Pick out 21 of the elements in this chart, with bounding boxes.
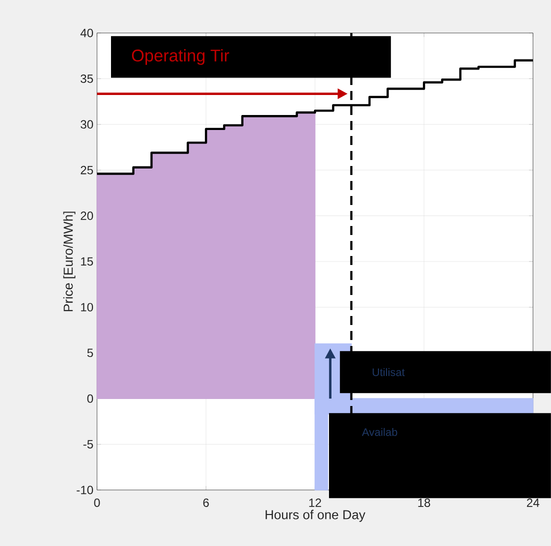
x-tick-label: 12 (309, 498, 322, 507)
y-tick-label: 40 (80, 28, 94, 38)
y-tick-label: 30 (80, 120, 94, 129)
y-tick-label: -10 (76, 486, 94, 494)
y-axis-title: Price [Euro/MWh] (63, 212, 76, 312)
y-tick-label: 10 (81, 302, 94, 312)
y-tick-label: 5 (87, 348, 93, 358)
annotation: Availab (362, 428, 398, 436)
y-tick-label: 35 (80, 74, 93, 83)
x-axis-title: Hours of one Day (266, 510, 366, 522)
y-tick-label: -5 (83, 440, 93, 448)
y-tick-label: 15 (81, 257, 93, 266)
x-tick-label: 6 (203, 498, 209, 507)
x-tick-label: 24 (526, 498, 540, 507)
annotation: Operating Tir (132, 49, 230, 65)
annotation: Utilisat (372, 368, 405, 376)
y-tick-label: 0 (87, 394, 94, 403)
y-tick-label: 20 (80, 212, 94, 220)
y-tick-label: 25 (80, 166, 93, 174)
x-tick-label: 0 (94, 498, 100, 507)
x-tick-label: 18 (418, 498, 430, 507)
